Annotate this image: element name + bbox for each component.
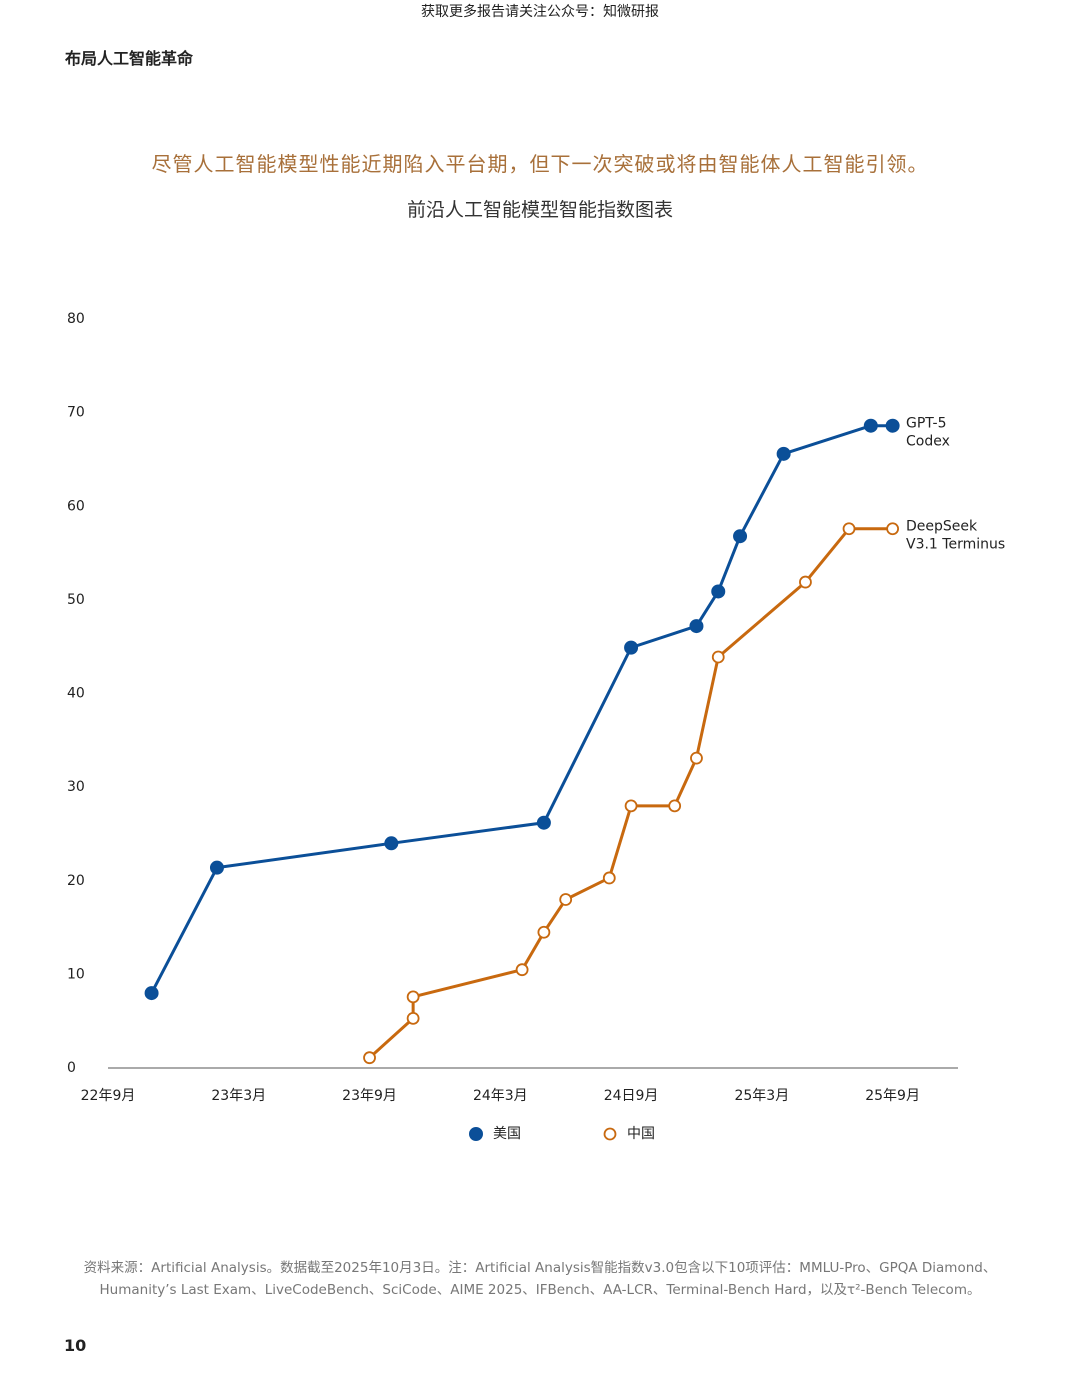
data-point	[711, 584, 726, 599]
data-point	[384, 836, 399, 851]
x-tick-label: 22年9月	[81, 1088, 136, 1104]
x-tick-label: 25年9月	[865, 1088, 920, 1104]
data-point	[863, 418, 878, 433]
footnote: 资料来源：Artificial Analysis。数据截至2025年10月3日。…	[83, 1260, 997, 1276]
data-point	[668, 799, 682, 813]
data-point	[776, 446, 791, 461]
data-point	[406, 1011, 420, 1025]
series-annotation: GPT-5	[906, 416, 947, 432]
footnote: Humanity’s Last Exam、LiveCodeBench、SciCo…	[99, 1282, 981, 1298]
series-annotation: DeepSeek	[906, 519, 978, 535]
y-tick-label: 20	[67, 873, 85, 889]
legend-label: 美国	[493, 1126, 521, 1142]
page-number: 10	[64, 1336, 87, 1355]
y-tick-label: 80	[67, 311, 85, 327]
data-point	[733, 529, 748, 544]
x-tick-label: 23年9月	[342, 1088, 397, 1104]
data-point	[144, 986, 159, 1001]
data-point	[842, 522, 856, 536]
x-tick-label: 23年3月	[211, 1088, 266, 1104]
x-tick-label: 24年3月	[473, 1088, 528, 1104]
data-point	[515, 963, 529, 977]
series-line	[368, 527, 893, 1059]
headline: 尽管人工智能模型性能近期陷入平台期，但下一次突破或将由智能体人工智能引领。	[151, 152, 929, 176]
data-point	[799, 575, 812, 589]
chart-title: 前沿人工智能模型智能指数图表	[406, 199, 673, 221]
section-title: 布局人工智能革命	[65, 49, 194, 68]
data-point	[624, 799, 638, 813]
data-point	[711, 650, 725, 664]
data-point	[209, 860, 224, 875]
data-point	[885, 418, 900, 433]
data-point	[690, 751, 703, 765]
legend-marker	[603, 1127, 617, 1141]
series-line	[150, 424, 893, 994]
data-point	[559, 893, 573, 906]
y-tick-label: 10	[67, 966, 85, 982]
data-point	[537, 925, 551, 939]
y-tick-label: 30	[67, 779, 85, 795]
data-point	[689, 619, 704, 634]
data-point	[406, 990, 420, 1004]
data-point	[536, 815, 551, 830]
legend-label: 中国	[627, 1126, 655, 1142]
y-tick-label: 70	[67, 405, 85, 421]
y-tick-label: 0	[67, 1060, 76, 1076]
data-point	[363, 1051, 376, 1065]
y-tick-label: 60	[67, 498, 85, 514]
watermark: 获取更多报告请关注公众号：知微研报	[421, 4, 659, 20]
x-tick-label: 25年3月	[734, 1088, 789, 1104]
y-tick-label: 40	[67, 686, 85, 702]
legend-marker	[469, 1127, 483, 1141]
x-tick-label: 24日9月	[604, 1088, 659, 1104]
y-tick-label: 50	[67, 592, 85, 608]
data-point	[624, 640, 639, 655]
data-point	[886, 522, 900, 536]
series-annotation: Codex	[906, 434, 950, 450]
series-annotation: V3.1 Terminus	[906, 537, 1005, 553]
data-point	[602, 871, 616, 885]
